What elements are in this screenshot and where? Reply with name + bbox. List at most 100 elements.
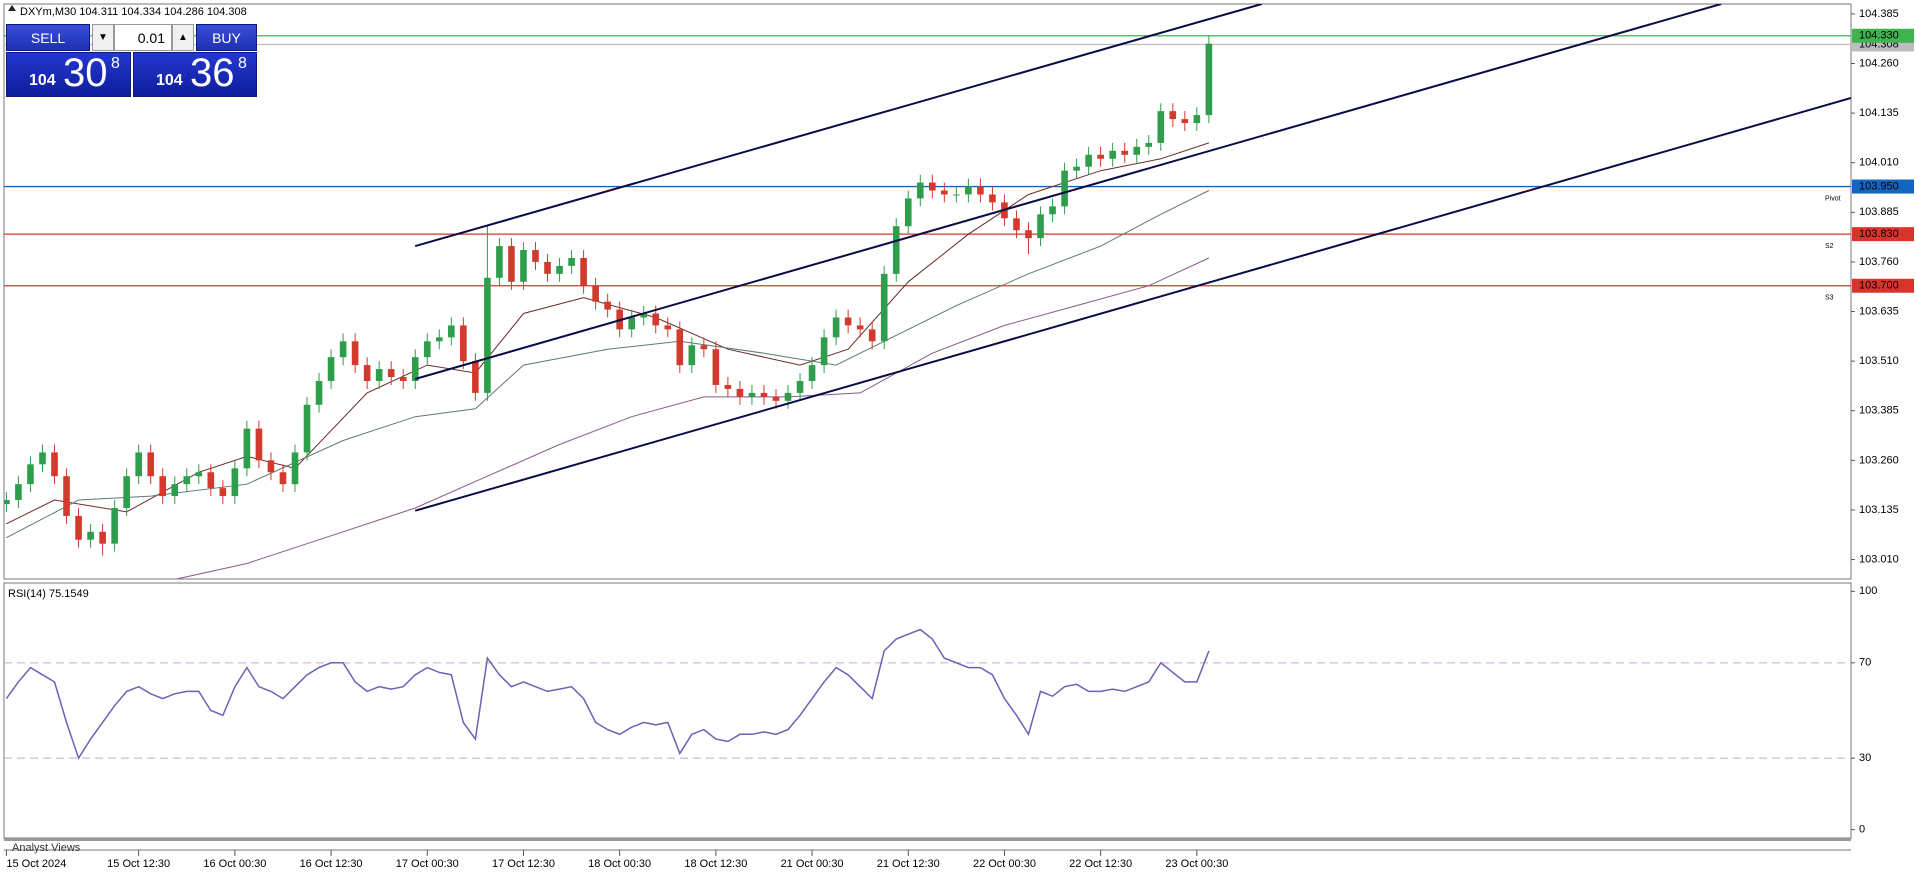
level-tag: S3 — [1825, 295, 1834, 302]
chart-title: DXYm,M30 104.311 104.334 104.286 104.308 — [20, 6, 247, 18]
y-tick-label: 103.260 — [1859, 454, 1899, 466]
sell-button[interactable]: SELL — [6, 24, 90, 51]
candle-body — [892, 226, 900, 274]
candle-body — [448, 325, 455, 338]
lot-down[interactable]: ▼ — [92, 24, 114, 51]
candle-body — [375, 369, 383, 381]
candle-body — [171, 484, 179, 497]
candle-body — [15, 484, 22, 501]
candle-body — [339, 341, 347, 358]
price-pane — [3, 3, 1852, 580]
trendline — [414, 4, 1722, 380]
candle-body — [1145, 142, 1153, 147]
candle-body — [568, 257, 575, 266]
candle-body — [1025, 230, 1032, 239]
sell-pip: 8 — [111, 55, 120, 72]
candle-body — [267, 460, 275, 473]
candle-body — [27, 464, 34, 485]
candle-body — [363, 365, 371, 381]
candle-body — [977, 186, 984, 195]
candle-body — [4, 500, 10, 504]
y-tick-label: 30 — [1859, 752, 1871, 764]
level-label-box — [1852, 227, 1914, 242]
y-tick-label: 103.885 — [1859, 206, 1899, 218]
candle-body — [508, 246, 515, 282]
candle-body — [1109, 150, 1116, 159]
level-label: 103.950 — [1859, 180, 1899, 192]
level-tag: Pivot — [1825, 195, 1841, 202]
x-tick-label: 22 Oct 00:30 — [973, 858, 1036, 870]
candle-body — [435, 337, 443, 342]
candle-body — [953, 194, 960, 196]
analyst-tab[interactable]: Analyst Views — [12, 842, 81, 854]
x-tick-label: 15 Oct 12:30 — [107, 858, 170, 870]
y-tick-label: 103.010 — [1859, 553, 1899, 565]
candle-body — [796, 380, 804, 393]
candle-body — [676, 329, 684, 366]
candle-body — [592, 285, 599, 302]
x-tick-label: 17 Oct 00:30 — [396, 858, 459, 870]
x-tick-label: 15 Oct 2024 — [6, 858, 66, 870]
rsi-plot — [4, 628, 1851, 760]
x-tick-label: 21 Oct 12:30 — [877, 858, 940, 870]
level-label: 103.700 — [1859, 280, 1899, 292]
sell-price[interactable]: 104 30 8 — [6, 51, 131, 97]
candle-body — [784, 392, 792, 401]
candle-body — [1193, 115, 1201, 124]
trendline — [414, 4, 1263, 248]
candle-body — [808, 365, 816, 381]
level-label-box — [1852, 278, 1914, 293]
candle-body — [147, 452, 155, 477]
candle-body — [880, 273, 888, 342]
candle-body — [291, 452, 299, 485]
candle-body — [99, 531, 106, 544]
candle-body — [1157, 111, 1165, 143]
y-tick-label: 100 — [1859, 585, 1877, 597]
symbol-arrow — [8, 5, 16, 11]
candle-body — [135, 452, 142, 477]
candle-body — [965, 186, 972, 195]
x-tick-label: 22 Oct 12:30 — [1069, 858, 1132, 870]
candle-body — [580, 257, 587, 286]
x-tick-label: 17 Oct 12:30 — [492, 858, 555, 870]
rsi-line — [5, 628, 1210, 760]
candle-body — [832, 317, 840, 338]
level-tag: S2 — [1825, 243, 1834, 250]
candle-body — [772, 396, 780, 401]
candle-body — [111, 507, 118, 544]
candle-body — [1205, 43, 1213, 116]
candle-body — [640, 313, 648, 318]
buy-pip: 8 — [238, 55, 247, 72]
candle-body — [387, 369, 395, 378]
y-tick-label: 104.385 — [1859, 8, 1899, 20]
candle-body — [315, 380, 323, 405]
lot-up[interactable]: ▲ — [172, 24, 194, 51]
y-tick-label: 103.385 — [1859, 405, 1899, 417]
candle-body — [1085, 154, 1092, 167]
candle-body — [700, 345, 708, 350]
candle-body — [1097, 154, 1104, 159]
candle-body — [351, 341, 359, 366]
buy-button[interactable]: BUY — [196, 24, 257, 51]
candle-body — [820, 337, 828, 366]
candle-body — [520, 250, 527, 282]
candle-body — [1049, 206, 1056, 215]
candle-body — [929, 182, 936, 191]
candle-body — [941, 190, 948, 195]
candle-body — [1133, 146, 1141, 155]
buy-price[interactable]: 104 36 8 — [133, 51, 257, 97]
rsi-title: RSI(14) 75.1549 — [8, 588, 89, 600]
trendline — [414, 97, 1851, 512]
candle-body — [39, 452, 46, 465]
candle-body — [1013, 218, 1020, 231]
candle-body — [628, 317, 635, 330]
candle-body — [760, 392, 768, 397]
candle-body — [279, 472, 287, 485]
candle-body — [989, 194, 996, 203]
candle-body — [484, 277, 491, 393]
lot-input[interactable]: 0.01 — [114, 24, 172, 51]
candle-body — [303, 404, 311, 453]
x-tick-label: 21 Oct 00:30 — [781, 858, 844, 870]
candle-body — [916, 182, 924, 199]
